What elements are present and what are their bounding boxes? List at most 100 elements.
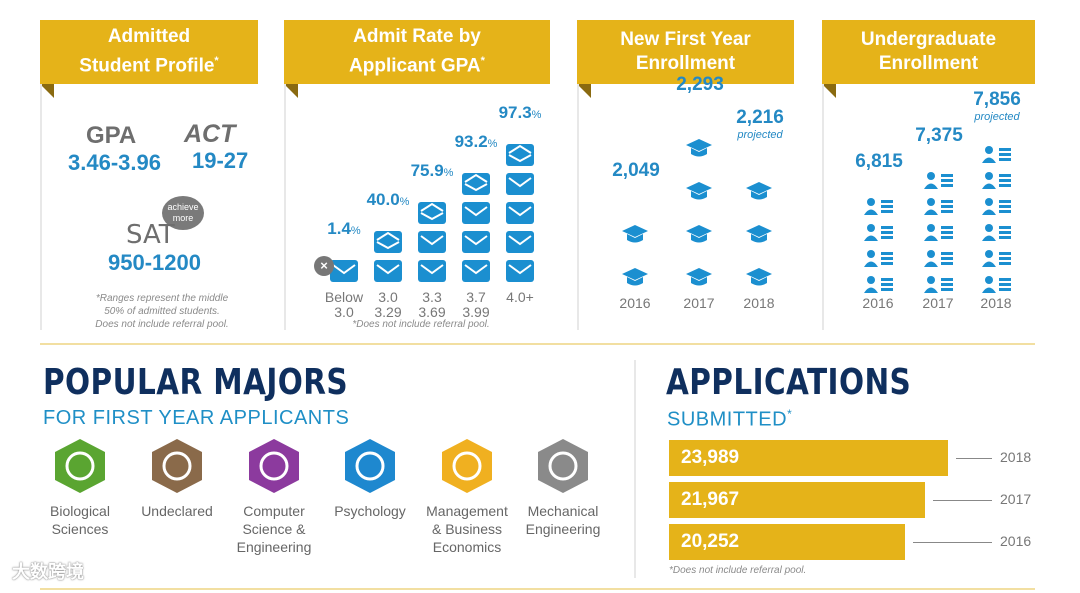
application-bar: 20,252 (669, 524, 905, 560)
person-icon (982, 249, 1012, 272)
major-label-line: Undeclared (141, 503, 213, 519)
sat-badge: achieve more (162, 196, 204, 230)
application-year: 2018 (1000, 449, 1032, 465)
admit-tick-label: 3.3 3.69 (402, 290, 462, 320)
profile-header: Admitted Student Profile* (40, 20, 258, 98)
person-icon (982, 197, 1012, 220)
undergrad-title-1: Undergraduate (860, 29, 997, 50)
first-year-header: New First Year Enrollment (577, 20, 794, 98)
person-icon (864, 275, 894, 298)
admit-rate-unit: % (487, 138, 498, 150)
undergrad-panel: Undergraduate Enrollment 6,815 2016 7,375 2… (822, 20, 1035, 330)
first-year-title-2: Enrollment (635, 53, 736, 74)
application-bar: 21,967 (669, 482, 925, 518)
year-label: 2018 (980, 295, 1012, 311)
act-label: ACT (184, 120, 236, 148)
divider-bottom (40, 588, 1035, 590)
major-label-line: Management (426, 503, 508, 519)
admit-note: *Does not include referral pool. (352, 319, 490, 330)
admit-title-2: Applicant GPA (349, 55, 481, 77)
value-label: 2,216 (736, 107, 784, 128)
admit-rate-value: 1.4 (327, 219, 351, 238)
admit-rate-unit: % (350, 225, 361, 237)
cap-icon (685, 180, 713, 207)
envelope-icon (418, 202, 446, 224)
act-range: 19-27 (192, 148, 249, 173)
admit-rate-unit: % (399, 196, 410, 208)
envelope-icon (462, 202, 490, 224)
major-label: Biological Sciences (30, 502, 130, 538)
leader-line (913, 542, 992, 543)
envelope-icon (462, 260, 490, 282)
profile-note-1: *Ranges represent the middle (95, 293, 229, 304)
admit-rate-unit: % (443, 167, 454, 179)
person-icon (982, 145, 1012, 168)
leaf-icon (52, 438, 108, 494)
person-icon (864, 223, 894, 246)
watermark: 大数跨境 (12, 562, 84, 582)
first-year-chart: 2,049 2016 2,293 2017 2,216 projected 2018 (577, 74, 794, 330)
cap-icon (685, 137, 713, 164)
profile-note-3: Does not include referral pool. (95, 319, 229, 330)
projected-label: projected (737, 129, 783, 141)
admit-rate-label: 93.2% (444, 132, 508, 152)
major-label-line: Mechanical (527, 503, 599, 519)
admit-rate-value: 93.2 (454, 132, 488, 151)
envelope-icon (374, 231, 402, 253)
value-label: 2,049 (612, 160, 660, 181)
value-label: 7,375 (915, 125, 963, 146)
cap-icon (745, 266, 773, 293)
envelope-icon (506, 202, 534, 224)
divider-top (40, 343, 1035, 345)
profile-note-2: 50% of admitted students. (104, 306, 220, 317)
admit-rate-label: 97.3% (488, 103, 552, 123)
admit-tick-line: 3.99 (462, 304, 490, 320)
applications-subtitle: SUBMITTED* (667, 407, 792, 432)
admit-rate-panel: Admit Rate by Applicant GPA* *Does not i… (284, 20, 550, 330)
first-year-title-1: New First Year (620, 29, 751, 50)
profile-title-2: Student Profile (79, 55, 215, 77)
first-year-panel: New First Year Enrollment 2,049 2016 2,293… (577, 20, 794, 330)
applications-note: *Does not include referral pool. (669, 565, 807, 576)
year-label: 2017 (922, 295, 954, 311)
envelope-icon (374, 260, 402, 282)
admit-rate-value: 75.9 (410, 161, 444, 180)
person-icon (864, 249, 894, 272)
profile-note: *Ranges represent the middle 50% of admi… (72, 292, 252, 331)
application-bar: 23,989 (669, 440, 948, 476)
cap-icon (621, 266, 649, 293)
divider-vertical (634, 360, 636, 578)
person-icon (864, 197, 894, 220)
admit-tick-line: 3.7 (466, 289, 486, 305)
major-label: Psychology (320, 502, 420, 520)
value-label: 7,856 (973, 89, 1021, 110)
cap-icon (745, 223, 773, 250)
admit-tick-line: Below (324, 289, 364, 305)
admit-tick-label: 3.0 3.29 (358, 290, 418, 320)
major-label-line: Science & (242, 521, 306, 537)
projected-label: projected (974, 111, 1020, 123)
majors-title: POPULAR MAJORS (43, 362, 349, 403)
briefcase-icon (439, 438, 495, 494)
person-icon (982, 223, 1012, 246)
leader-line (933, 500, 992, 501)
application-year: 2017 (1000, 491, 1032, 507)
year-label: 2017 (683, 295, 715, 311)
admit-rate-header: Admit Rate by Applicant GPA* (284, 20, 550, 98)
sat-badge-2: more (172, 213, 194, 223)
envelope-icon (506, 231, 534, 253)
gpa-range: 3.46-3.96 (68, 150, 161, 175)
person-icon (924, 171, 954, 194)
envelope-icon (506, 260, 534, 282)
admit-star: * (480, 55, 485, 68)
admit-tick-line: 4.0+ (506, 289, 534, 305)
admit-rate-label: 40.0% (356, 190, 420, 210)
applications-star: * (787, 407, 793, 421)
major-label-line: Engineering (525, 521, 601, 537)
profile-star: * (214, 55, 219, 68)
sat-range: 950-1200 (108, 250, 201, 275)
envelope-icon (418, 260, 446, 282)
leader-line (956, 458, 992, 459)
admit-rate-unit: % (531, 109, 542, 121)
major-label-line: Psychology (334, 503, 406, 519)
